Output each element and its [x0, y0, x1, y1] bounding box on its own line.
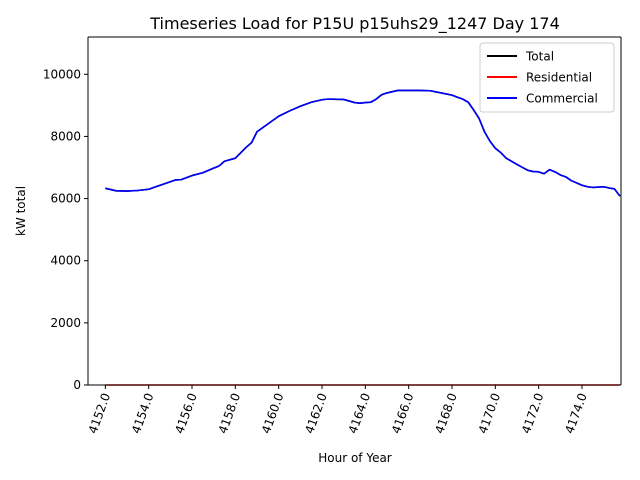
- legend-label-commercial: Commercial: [526, 92, 598, 106]
- y-tick-label: 2000: [50, 316, 81, 330]
- y-tick-label: 10000: [43, 67, 81, 81]
- legend-label-total: Total: [525, 50, 554, 64]
- x-tick-label: 4162.0: [302, 391, 330, 435]
- x-tick-label: 4158.0: [216, 391, 244, 435]
- x-tick-label: 4166.0: [389, 391, 417, 435]
- axes-frame: [87, 36, 622, 386]
- y-axis-ticks: 0 2000 4000 6000 8000 10000: [43, 67, 88, 392]
- legend-box: [479, 42, 615, 113]
- legend-label-residential: Residential: [526, 71, 592, 85]
- y-tick-label: 4000: [50, 254, 81, 268]
- x-axis-label: Hour of Year: [318, 451, 392, 465]
- x-tick-label: 4170.0: [476, 391, 504, 435]
- y-tick-label: 8000: [50, 129, 81, 143]
- x-tick-label: 4174.0: [562, 391, 590, 435]
- y-axis-label: kW total: [14, 186, 28, 236]
- x-tick-label: 4154.0: [129, 391, 157, 435]
- legend: Total Residential Commercial: [479, 42, 615, 113]
- y-tick-label: 6000: [50, 192, 81, 206]
- x-tick-label: 4160.0: [259, 391, 287, 435]
- series-line-commercial: [105, 89, 621, 197]
- x-axis-ticks: 4152.0 4154.0 4156.0 4158.0 4160.0 4162.0 4164…: [86, 385, 590, 435]
- x-tick-label: 4168.0: [432, 391, 460, 435]
- x-tick-label: 4164.0: [346, 391, 374, 435]
- x-tick-label: 4172.0: [519, 391, 547, 435]
- x-tick-label: 4156.0: [172, 391, 200, 435]
- x-tick-label: 4152.0: [86, 391, 114, 435]
- y-tick-label: 0: [73, 378, 81, 392]
- chart-title: Timeseries Load for P15U p15uhs29_1247 D…: [149, 14, 560, 34]
